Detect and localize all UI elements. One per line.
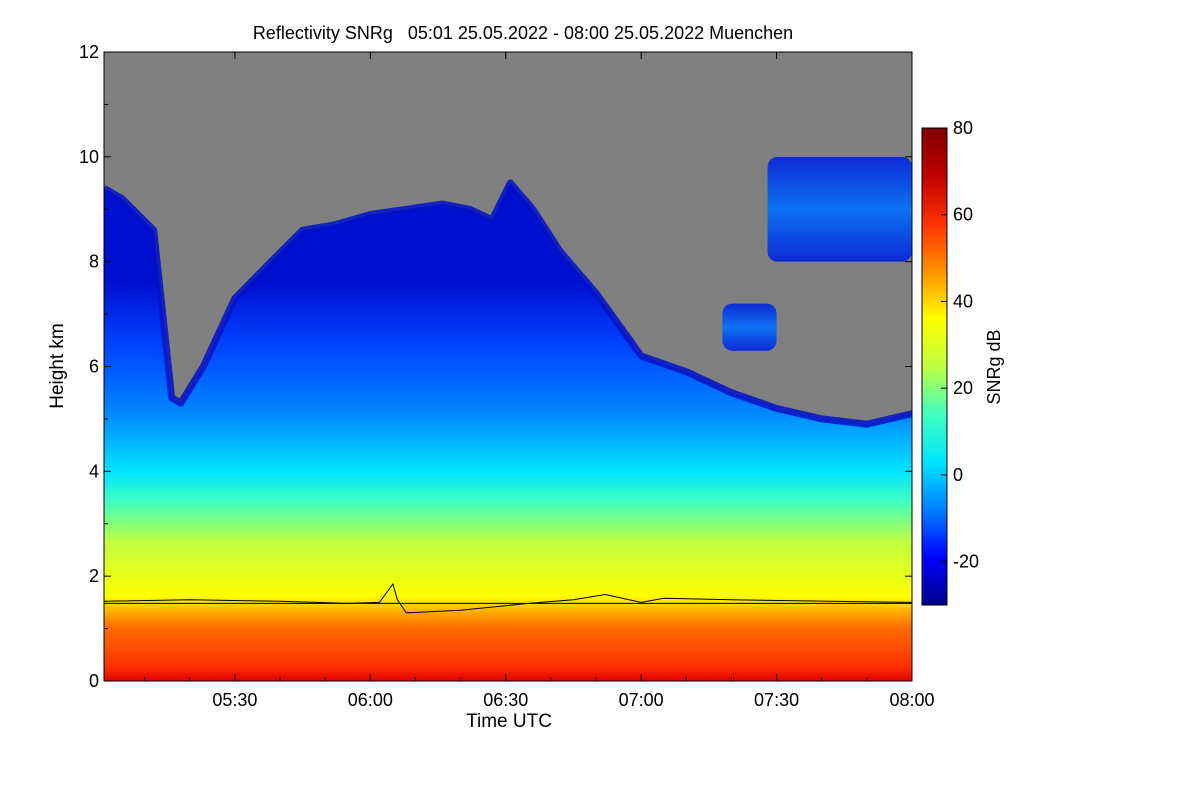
colorbar-tick-label: 80 [953, 118, 973, 138]
y-axis: 0 2 4 6 8 10 12 [79, 42, 912, 691]
x-tick-label: 07:30 [754, 690, 799, 710]
x-tick-label: 06:30 [483, 690, 528, 710]
boundary-layer-lines [104, 582, 912, 614]
colorbar: -20 0 20 40 60 80 [921, 118, 979, 606]
y-tick-label: 12 [79, 42, 99, 62]
colorbar-ticks: -20 0 20 40 60 80 [941, 118, 979, 572]
y-tick-label: 0 [89, 671, 99, 691]
y-tick-label: 2 [89, 566, 99, 586]
cirrus-patches [722, 156, 912, 351]
x-tick-label: 07:00 [619, 690, 664, 710]
colorbar-label: SNRg dB [984, 329, 1004, 404]
plot-area [104, 52, 912, 681]
colorbar-tick-label: 0 [953, 465, 963, 485]
snr-reflectivity-field [104, 183, 912, 681]
x-tick-label: 08:00 [889, 690, 934, 710]
colorbar-scale [921, 127, 948, 606]
colorbar-tick-label: 40 [953, 291, 973, 311]
colorbar-tick-label: 60 [953, 205, 973, 225]
y-tick-label: 10 [79, 147, 99, 167]
cirrus-patch [722, 303, 777, 351]
x-tick-label: 06:00 [348, 690, 393, 710]
x-tick-label: 05:30 [212, 690, 257, 710]
colorbar-tick-label: 20 [953, 378, 973, 398]
cirrus-patch [767, 156, 912, 262]
cloud-top-edge [104, 179, 912, 428]
y-tick-label: 8 [89, 252, 99, 272]
y-tick-label: 4 [89, 461, 99, 481]
boundary-layer-line [104, 582, 912, 614]
x-axis: 05:30 06:00 06:30 07:00 07:30 08:00 [144, 52, 935, 710]
colorbar-tick-label: -20 [953, 552, 979, 572]
chart-title: Reflectivity SNRg 05:01 25.05.2022 - 08:… [253, 23, 793, 43]
y-axis-label: Height km [47, 323, 68, 409]
y-tick-label: 6 [89, 357, 99, 377]
x-axis-label: Time UTC [466, 711, 552, 732]
